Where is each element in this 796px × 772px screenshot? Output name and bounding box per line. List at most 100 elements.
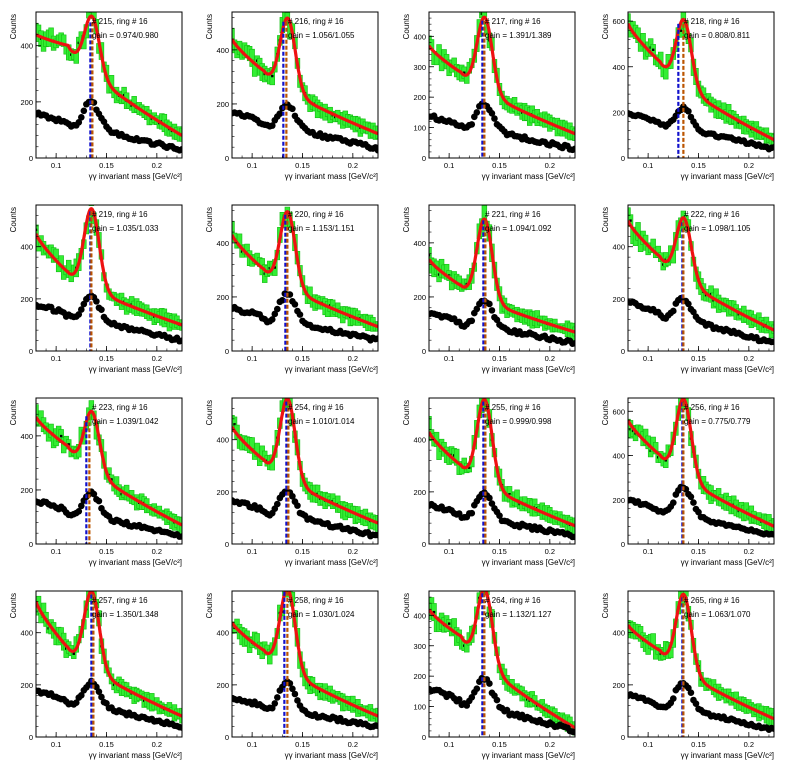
chart-svg: 0 200 400 0.1 0.15 0.2 γγ invariant mass [GeV/…	[402, 397, 576, 567]
background-point	[473, 305, 481, 313]
panel-title: # 257, ring # 16	[92, 596, 148, 605]
chart-svg: 0 200 400 0.1 0.15 0.2 γγ invariant mass [GeV/…	[9, 397, 183, 567]
y-tick-label: 600	[612, 17, 625, 26]
background-point	[670, 695, 677, 702]
background-point	[279, 296, 286, 304]
chart-svg: 0 200 400 0.1 0.15 0.2 γγ invariant mass [GeV/…	[205, 204, 379, 374]
fit-curve	[232, 16, 378, 136]
x-tick-label: 0.15	[295, 354, 310, 363]
background-point	[695, 508, 702, 516]
y-tick-label: 400	[20, 432, 33, 441]
x-tick-label: 0.2	[152, 547, 162, 556]
signal-marker	[432, 610, 436, 614]
panel-title: # 220, ring # 16	[288, 210, 344, 219]
fit-curve	[36, 409, 182, 527]
y-axis-label: Counts	[601, 14, 610, 39]
y-tick-label: 200	[413, 488, 426, 497]
y-tick-label: 0	[225, 540, 229, 549]
x-axis-label: γγ invariant mass [GeV/c²]	[681, 751, 774, 760]
background-point	[75, 119, 83, 126]
background-point	[276, 110, 284, 117]
background-point	[503, 706, 511, 714]
background-point	[98, 306, 105, 313]
background-point	[78, 502, 85, 510]
x-tick-label: 0.1	[444, 161, 454, 170]
y-tick-label: 200	[216, 100, 229, 109]
plot-area	[36, 400, 182, 544]
x-axis-label: γγ invariant mass [GeV/c²]	[482, 365, 575, 374]
plot-area	[429, 205, 575, 351]
y-axis-label: Counts	[205, 207, 214, 232]
histogram-panel: 0 200 400 0.1 0.15 0.2 γγ invariant mass [GeV/…	[0, 579, 196, 772]
background-point	[571, 729, 575, 736]
background-point	[374, 722, 378, 730]
x-tick-label: 0.2	[348, 547, 358, 556]
signal-marker	[110, 478, 113, 481]
x-tick-label: 0.2	[545, 547, 555, 556]
background-point	[486, 300, 493, 308]
histogram-panel: 0 200 400 0.1 0.15 0.2 γγ invariant mass [GeV/…	[196, 386, 392, 579]
y-tick-label: 400	[20, 629, 33, 638]
panel-title: # 217, ring # 16	[485, 17, 541, 26]
x-tick-label: 0.2	[152, 354, 162, 363]
x-tick-label: 0.2	[152, 740, 162, 749]
background-point	[670, 307, 677, 315]
signal-marker	[271, 74, 274, 78]
y-tick-label: 200	[216, 681, 229, 690]
background-point	[468, 509, 476, 517]
y-tick-label: 400	[413, 611, 426, 620]
y-axis-label: Counts	[601, 593, 610, 618]
gain-annotation: gain = 0.775/0.779	[684, 417, 751, 426]
y-tick-label: 200	[612, 681, 625, 690]
background-point	[486, 494, 493, 502]
signal-point	[89, 581, 94, 590]
background-point	[571, 145, 575, 153]
y-tick-label: 100	[413, 703, 426, 712]
signal-marker	[59, 434, 63, 438]
y-tick-label: 200	[413, 293, 426, 302]
background-point	[770, 338, 774, 346]
background-point	[93, 298, 100, 305]
panel-title: # 222, ring # 16	[684, 210, 740, 219]
background-point	[274, 500, 281, 508]
y-tick-label: 0	[29, 733, 33, 742]
x-tick-label: 0.2	[545, 161, 555, 170]
panel-title: # 255, ring # 16	[485, 403, 541, 412]
x-tick-label: 0.2	[152, 161, 162, 170]
gain-annotation: gain = 1.063/1.070	[684, 610, 751, 619]
background-point	[687, 689, 695, 696]
background-point	[488, 110, 496, 117]
background-point	[291, 301, 299, 308]
x-tick-label: 0.15	[691, 354, 706, 363]
x-tick-label: 0.2	[744, 547, 754, 556]
fit-curve	[429, 398, 575, 528]
gain-annotation: gain = 1.056/1.055	[288, 31, 355, 40]
x-axis-label: γγ invariant mass [GeV/c²]	[285, 172, 378, 181]
signal-marker	[679, 29, 683, 32]
x-tick-label: 0.1	[247, 354, 257, 363]
histogram-panel: 0 100 200 300 400 0.1 0.15 0.2 γγ invariant mass…	[393, 0, 589, 193]
background-point	[78, 113, 85, 121]
y-tick-label: 400	[612, 452, 625, 461]
signal-point	[73, 49, 79, 64]
x-tick-label: 0.1	[51, 547, 61, 556]
x-tick-label: 0.15	[99, 161, 114, 170]
fit-curve	[429, 591, 575, 730]
panel-title: # 254, ring # 16	[288, 403, 344, 412]
x-tick-label: 0.1	[51, 161, 61, 170]
background-point	[289, 492, 296, 500]
x-tick-label: 0.15	[691, 547, 706, 556]
background-point	[374, 335, 378, 342]
signal-marker	[72, 652, 75, 655]
background-point	[178, 533, 182, 540]
plot-area	[232, 398, 378, 544]
y-tick-label: 0	[621, 154, 625, 163]
background-point	[491, 115, 498, 122]
panel-title: # 264, ring # 16	[485, 596, 541, 605]
histogram-panel: 0 200 400 600 0.1 0.15 0.2 γγ invariant mass [G…	[592, 0, 788, 193]
plot-frame	[35, 11, 183, 159]
chart-svg: 0 200 400 0.1 0.15 0.2 γγ invariant mass [GeV/…	[601, 204, 775, 374]
plot-frame	[627, 397, 775, 545]
background-point	[670, 499, 677, 506]
y-tick-label: 300	[413, 642, 426, 651]
